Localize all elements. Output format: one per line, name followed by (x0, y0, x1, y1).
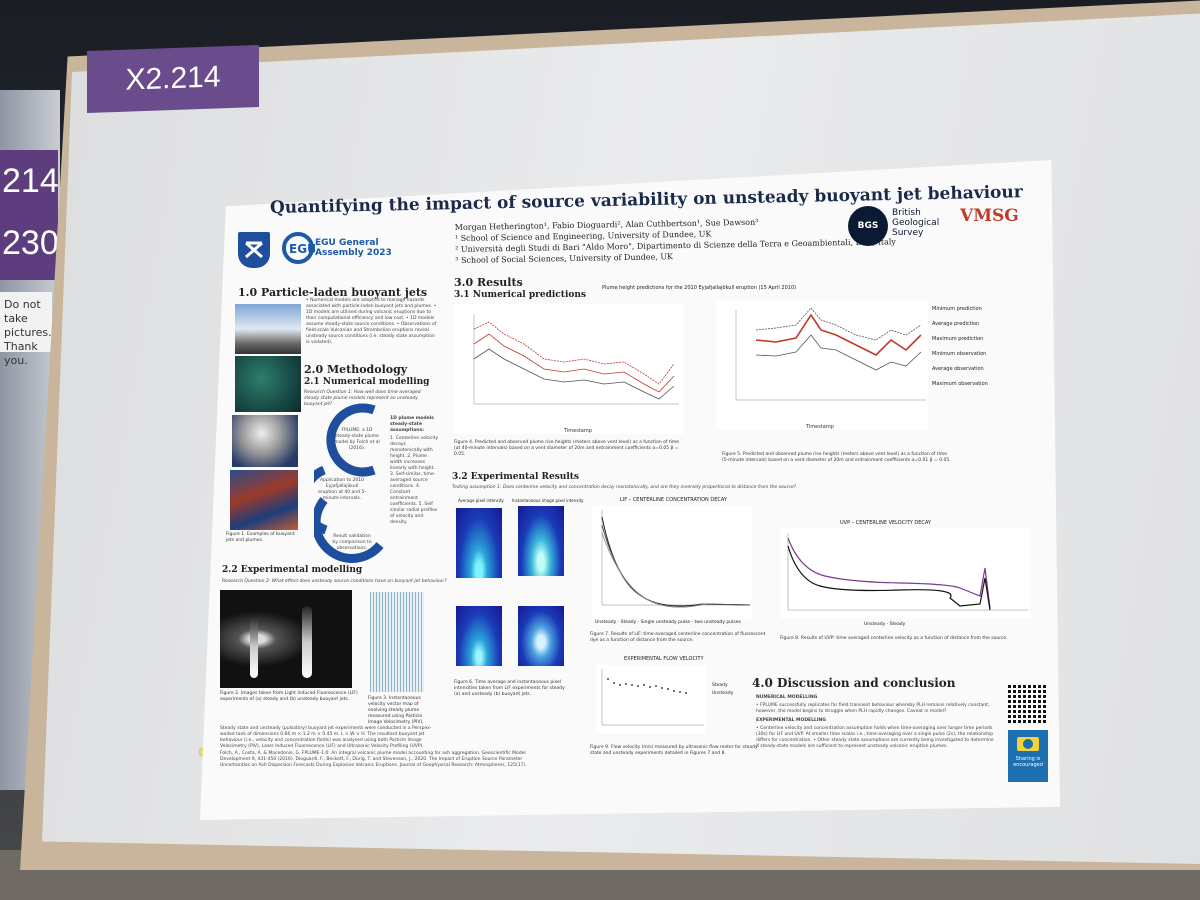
uvp-chart-title: UVP – CENTERLINE VELOCITY DECAY (840, 520, 931, 526)
photo-underwater-vent (235, 356, 301, 412)
legend-entry: Single unsteady pulse (640, 620, 691, 625)
figure-4-caption: Figure 4. Predicted and observed plume r… (454, 440, 680, 457)
section-4-heading: 4.0 Discussion and conclusion (752, 676, 956, 690)
figure-1-caption: Figure 1. Examples of buoyant jets and p… (226, 532, 295, 543)
section-1-heading: 1.0 Particle-laden buoyant jets (238, 286, 428, 299)
section-1-bullets: • Numerical models are adopted to manage… (306, 298, 437, 345)
sharing-badge: Sharing is encouraged (1008, 730, 1048, 782)
uvp-legend: Unsteady · Steady (864, 622, 906, 627)
research-question-1: Research Question 1: How well does time-… (304, 390, 421, 407)
assumptions-title: 1D plume models steady-state assumptions… (390, 416, 434, 433)
flow-chart-title: EXPERIMENTAL FLOW VELOCITY (624, 656, 704, 662)
methods-text: Steady state and unsteady (pulsatory) bu… (220, 726, 432, 749)
legend-entry: two unsteady pulses (694, 620, 741, 625)
dundee-crest-logo (238, 232, 270, 268)
figure-8-caption: Figure 8. Results of UVP: time averaged … (780, 636, 1008, 641)
legend-entry: Unsteady (595, 620, 617, 625)
piv-vector-map (370, 592, 424, 692)
figure-3-caption: Figure 3. Instantaneous velocity vector … (368, 696, 424, 725)
legend-entry: Maximum prediction (932, 336, 984, 342)
lif-experiment-image (220, 590, 352, 688)
assumptions-list: 1. Centerline velocity decays monotonica… (390, 436, 439, 525)
legend-entry: Maximum observation (932, 381, 988, 387)
research-question-2: Research Question 2: What effect does un… (222, 579, 447, 584)
photo-volcanic-plume (232, 415, 298, 467)
poster-authors: Morgan Hetherington¹, Fabio Dioguardi², … (455, 214, 897, 266)
cycle-step: Result validation by comparison to obser… (332, 534, 372, 551)
neighbor-sign-line: 230 (2, 224, 59, 262)
timestamp-label: Timestamp (805, 424, 834, 430)
legend-entry: Steady (889, 622, 906, 627)
figure-6-caption: Figure 6. Time average and instantaneous… (454, 680, 565, 697)
method-cycle-diagram (314, 403, 384, 563)
uvp-velocity-chart (780, 528, 1030, 618)
qr-code[interactable] (1008, 685, 1046, 723)
steady-avg-heatmap (456, 508, 502, 578)
testing-assumption: Testing assumption 1: Does centerline ve… (452, 485, 797, 490)
cycle-step: FPLUME: a 1D steady-state plume model by… (334, 428, 380, 451)
no-photo-note: Do not take pictures. Thank you. (0, 292, 52, 367)
svg-text:EGU: EGU (289, 242, 315, 256)
lif-legend: Unsteady · Steady · Single unsteady puls… (595, 620, 741, 625)
neighbor-sign: 214 230 (0, 150, 59, 280)
timestamp-label: Timestamp (563, 428, 592, 434)
figure-4-chart: Timestamp (454, 304, 684, 434)
vmsg-logo: VMSG (960, 206, 1019, 226)
lif-concentration-chart (592, 505, 752, 620)
experimental-modelling-text: • Centerline velocity and concentration … (756, 726, 994, 749)
legend-entry: Steady (620, 620, 637, 625)
numerical-modelling-heading: NUMERICAL MODELLING (756, 695, 818, 700)
legend-entry: Average observation (932, 366, 984, 372)
steady-jet-image (250, 616, 258, 678)
cycle-step: Application to 2010 Eyjafjallajökull eru… (318, 478, 366, 501)
egu-icon: EGU (282, 232, 315, 264)
legend-entry: Unsteady (864, 622, 886, 627)
camera-icon (1017, 737, 1039, 751)
bgs-label: British Geological Survey (892, 208, 940, 238)
legend-entry: Minimum observation (932, 351, 987, 357)
legend-entry: Steady (712, 683, 728, 688)
figure-5-chart: Timestamp (716, 300, 928, 430)
figure-5-legend: Minimum prediction Average prediction Ma… (932, 302, 1012, 392)
inst-intensity-label: Instantaneous image pixel intensity (512, 498, 584, 503)
flow-velocity-chart (596, 665, 706, 733)
photo-power-plant (235, 304, 301, 354)
section-3-heading: 3.0 Results (454, 276, 523, 289)
legend-entry: Average prediction (932, 321, 980, 327)
unsteady-avg-heatmap (456, 606, 502, 666)
numerical-modelling-text: • FPLUME successfully replicates far fie… (756, 703, 990, 714)
section-2-2-heading: 2.2 Experimental modelling (222, 565, 363, 575)
sharing-label: Sharing is encouraged (1013, 756, 1043, 768)
plume-chart-title: Plume height predictions for the 2010 Ey… (602, 285, 797, 291)
unsteady-inst-heatmap (518, 606, 564, 666)
egu-label: EGU General Assembly 2023 (315, 238, 392, 258)
avg-intensity-label: Average pixel intensity (458, 498, 504, 503)
references: Folch, A., Costa, A. & Macedonio, G. FPL… (220, 751, 527, 768)
unsteady-jet-image (302, 606, 312, 678)
experimental-modelling-heading: EXPERIMENTAL MODELLING (756, 718, 826, 723)
steady-inst-heatmap (518, 506, 564, 576)
neighbor-sign-line: 214 (2, 162, 59, 200)
flow-legend: Steady Unsteady (712, 682, 733, 698)
legend-entry: Minimum prediction (932, 306, 982, 312)
lif-chart-title: LIF – CENTERLINE CONCENTRATION DECAY (620, 497, 727, 503)
poster: Quantifying the impact of source variabi… (200, 160, 1060, 820)
bgs-logo: BGS (848, 206, 888, 246)
section-2-heading: 2.0 Methodology (304, 363, 408, 376)
figure-7-caption: Figure 7. Results of LIF: time-averaged … (590, 632, 766, 643)
section-2-1-heading: 2.1 Numerical modelling (304, 377, 430, 387)
photo-river-plume (230, 470, 298, 530)
legend-entry: Unsteady (712, 691, 734, 696)
figure-5-caption: Figure 5. Predicted and observed plume r… (722, 452, 951, 463)
section-3-1-heading: 3.1 Numerical predictions (454, 290, 586, 300)
figure-2-caption: Figure 2. Images taken from Light Induce… (220, 691, 358, 702)
egu-logo: EGU EGU General Assembly 2023 (278, 230, 408, 266)
section-3-2-heading: 3.2 Experimental Results (452, 472, 579, 482)
booth-tag: X2.214 (87, 44, 259, 114)
figure-9-caption: Figure 9. Flow velocity (m/s) measured b… (590, 745, 760, 756)
